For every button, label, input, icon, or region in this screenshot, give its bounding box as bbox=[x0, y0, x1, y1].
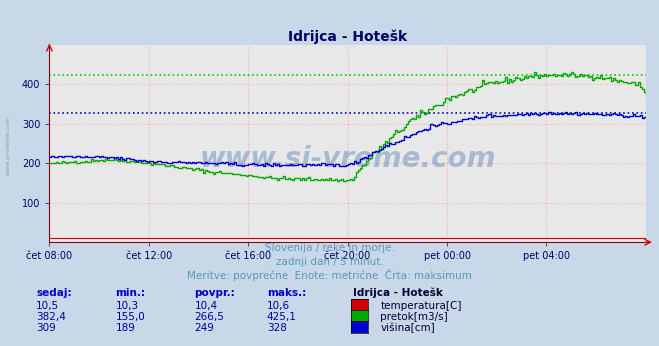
Text: pretok[m3/s]: pretok[m3/s] bbox=[380, 312, 448, 322]
Text: Idrijca - Hotešk: Idrijca - Hotešk bbox=[353, 287, 442, 298]
Text: 10,5: 10,5 bbox=[36, 301, 59, 311]
Text: 328: 328 bbox=[267, 324, 287, 334]
Text: sedaj:: sedaj: bbox=[36, 288, 72, 298]
Text: 266,5: 266,5 bbox=[194, 312, 224, 322]
Text: min.:: min.: bbox=[115, 288, 146, 298]
Text: 425,1: 425,1 bbox=[267, 312, 297, 322]
Text: 309: 309 bbox=[36, 324, 56, 334]
Text: višina[cm]: višina[cm] bbox=[380, 323, 435, 334]
Text: Meritve: povprečne  Enote: metrične  Črta: maksimum: Meritve: povprečne Enote: metrične Črta:… bbox=[187, 268, 472, 281]
Text: 382,4: 382,4 bbox=[36, 312, 66, 322]
Text: 10,6: 10,6 bbox=[267, 301, 290, 311]
Text: www.si-vreme.com: www.si-vreme.com bbox=[5, 116, 11, 175]
Text: Slovenija / reke in morje.: Slovenija / reke in morje. bbox=[264, 243, 395, 253]
Text: www.si-vreme.com: www.si-vreme.com bbox=[200, 145, 496, 173]
Text: maks.:: maks.: bbox=[267, 288, 306, 298]
Text: 10,3: 10,3 bbox=[115, 301, 138, 311]
Text: 155,0: 155,0 bbox=[115, 312, 145, 322]
Text: zadnji dan / 5 minut.: zadnji dan / 5 minut. bbox=[275, 257, 384, 267]
Text: temperatura[C]: temperatura[C] bbox=[380, 301, 462, 311]
Text: 249: 249 bbox=[194, 324, 214, 334]
Title: Idrijca - Hotešk: Idrijca - Hotešk bbox=[288, 29, 407, 44]
Text: 189: 189 bbox=[115, 324, 135, 334]
Text: 10,4: 10,4 bbox=[194, 301, 217, 311]
Text: povpr.:: povpr.: bbox=[194, 288, 235, 298]
